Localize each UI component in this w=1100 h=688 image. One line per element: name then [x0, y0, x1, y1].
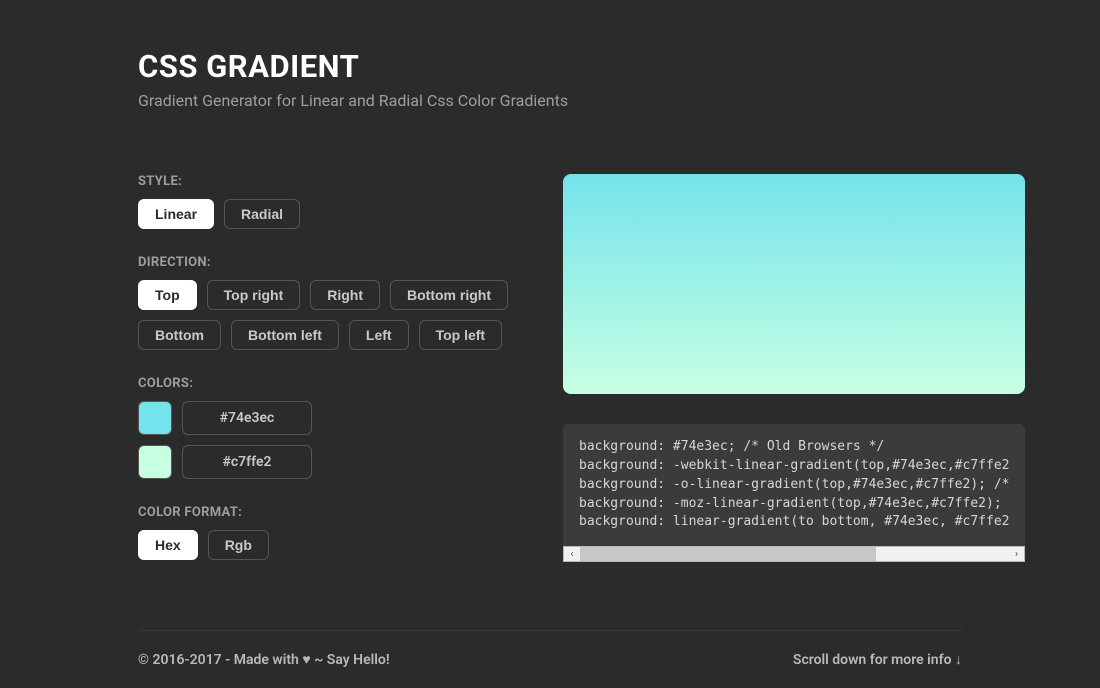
heart-icon: ♥	[302, 652, 310, 668]
code-scrollbar[interactable]: ‹ ›	[563, 546, 1025, 562]
scroll-track[interactable]	[580, 547, 1008, 561]
direction-option-top-right[interactable]: Top right	[207, 280, 301, 310]
footer: © 2016-2017 - Made with ♥ ~ Say Hello! S…	[138, 630, 962, 668]
say-hello-link[interactable]: Say Hello!	[327, 652, 390, 668]
color-hex-input[interactable]	[182, 401, 312, 435]
colors-label: COLORS:	[138, 376, 523, 391]
scroll-right-arrow[interactable]: ›	[1008, 547, 1024, 561]
format-option-rgb[interactable]: Rgb	[208, 530, 269, 560]
output-panel: background: #74e3ec; /* Old Browsers */ …	[563, 174, 1025, 586]
style-option-linear[interactable]: Linear	[138, 199, 214, 229]
colors-section: COLORS:	[138, 376, 523, 479]
footer-left: © 2016-2017 - Made with ♥ ~ Say Hello!	[138, 651, 390, 668]
direction-option-top-left[interactable]: Top left	[419, 320, 503, 350]
scroll-thumb[interactable]	[580, 547, 876, 561]
footer-sep: ~	[311, 652, 327, 668]
direction-section: DIRECTION: Top Top right Right Bottom right…	[138, 255, 523, 350]
scroll-left-arrow[interactable]: ‹	[564, 547, 580, 561]
color-stop-row	[138, 445, 523, 479]
page-title: CSS GRADIENT	[138, 48, 962, 85]
color-swatch[interactable]	[138, 401, 172, 435]
page-subtitle: Gradient Generator for Linear and Radial…	[138, 91, 962, 110]
format-label: COLOR FORMAT:	[138, 505, 523, 520]
controls-panel: STYLE: Linear Radial DIRECTION: Top Top ri…	[138, 174, 523, 586]
style-label: STYLE:	[138, 174, 523, 189]
footer-copyright: © 2016-2017 - Made with	[138, 652, 302, 668]
direction-option-bottom-left[interactable]: Bottom left	[231, 320, 339, 350]
gradient-preview	[563, 174, 1025, 394]
color-hex-input[interactable]	[182, 445, 312, 479]
color-swatch[interactable]	[138, 445, 172, 479]
direction-option-left[interactable]: Left	[349, 320, 409, 350]
direction-label: DIRECTION:	[138, 255, 523, 270]
direction-option-top[interactable]: Top	[138, 280, 197, 310]
scroll-hint[interactable]: Scroll down for more info ↓	[793, 651, 962, 668]
direction-option-bottom-right[interactable]: Bottom right	[390, 280, 508, 310]
direction-option-bottom[interactable]: Bottom	[138, 320, 221, 350]
style-section: STYLE: Linear Radial	[138, 174, 523, 229]
css-code[interactable]: background: #74e3ec; /* Old Browsers */ …	[579, 438, 1009, 532]
code-block: background: #74e3ec; /* Old Browsers */ …	[563, 424, 1025, 562]
style-option-radial[interactable]: Radial	[224, 199, 300, 229]
format-option-hex[interactable]: Hex	[138, 530, 198, 560]
color-stop-row	[138, 401, 523, 435]
format-section: COLOR FORMAT: Hex Rgb	[138, 505, 523, 560]
direction-option-right[interactable]: Right	[310, 280, 380, 310]
